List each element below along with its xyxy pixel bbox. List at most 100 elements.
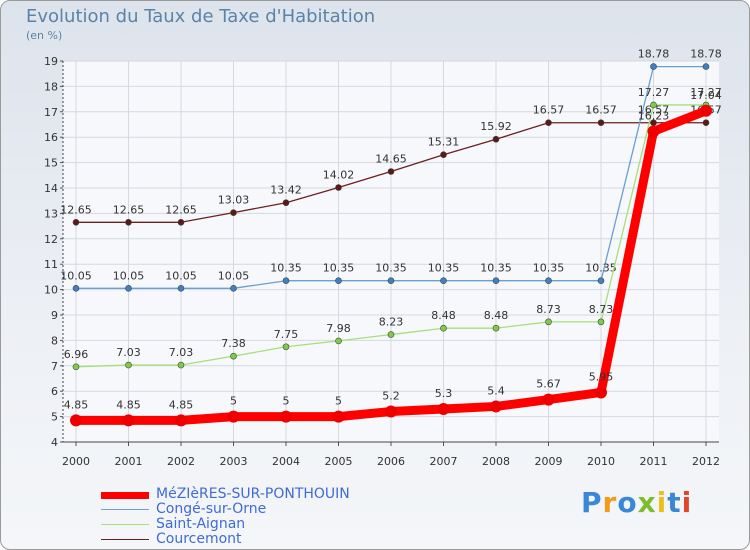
legend-label: MéZIèRES-SUR-PONTHOUIN [156,486,350,502]
data-label: 7.03 [169,346,194,359]
y-tick-label: 17 [44,106,58,119]
data-point [492,277,500,285]
data-point [335,184,342,191]
data-point [282,343,290,351]
data-point [387,277,395,285]
data-label: 18.78 [690,48,722,61]
data-label: 10.35 [533,262,565,275]
y-tick-label: 14 [44,182,58,195]
data-point [440,324,447,332]
data-label: 8.48 [431,309,456,322]
data-label: 5.4 [487,384,505,397]
data-label: 10.35 [375,262,407,275]
legend-swatch [101,524,149,525]
logo-letter: x [637,486,657,519]
data-point [440,277,447,285]
data-point [702,119,710,127]
data-label: 15.31 [428,136,460,149]
data-label: 5.2 [382,390,400,403]
data-point [282,199,290,207]
y-tick-label: 16 [44,131,58,144]
data-label: 4.85 [64,398,89,411]
data-label: 10.05 [60,269,92,282]
legend-swatch [101,539,149,540]
data-point [175,414,187,427]
data-label: 10.35 [480,262,512,275]
data-point [542,393,555,406]
y-tick-label: 4 [51,436,58,449]
data-point [227,410,240,423]
data-point [125,285,132,292]
data-point [440,151,447,159]
y-tick-label: 12 [44,233,58,246]
y-tick-label: 11 [44,258,58,271]
data-label: 5 [230,395,237,408]
data-label: 7.38 [221,337,246,350]
data-label: 4.85 [169,398,194,411]
y-tick-label: 18 [44,80,58,93]
data-point [72,363,80,371]
data-point [177,361,185,369]
data-point [437,402,450,415]
data-point [230,209,237,216]
data-label: 16.57 [585,104,617,117]
data-label: 10.35 [585,262,617,275]
x-tick-label: 2000 [62,455,90,468]
data-point [597,119,605,127]
data-label: 10.05 [218,269,250,282]
data-label: 10.05 [113,269,145,282]
data-label: 14.65 [375,152,407,165]
data-point [385,405,397,418]
legend-swatch [101,492,149,499]
data-point [545,119,552,127]
data-label: 13.03 [218,194,250,207]
data-point [72,218,80,226]
data-label: 8.73 [536,303,561,316]
y-tick-label: 5 [51,411,58,424]
logo-letter: i [656,486,668,519]
y-tick-label: 13 [44,207,58,220]
y-tick-label: 19 [44,55,58,68]
data-point [597,277,605,285]
data-point [122,414,135,427]
legend-label: Courcemont [156,531,242,547]
x-tick-label: 2010 [587,455,615,468]
legend-label: Saint-Aignan [156,516,246,532]
data-point [702,63,710,70]
data-point [177,285,185,292]
data-label: 5.67 [536,378,561,391]
data-point [387,331,395,338]
data-label: 13.42 [270,184,302,197]
data-label: 10.35 [323,262,355,275]
data-label: 12.65 [60,203,92,216]
data-label: 5 [335,395,342,408]
data-point [597,318,605,326]
data-point [700,104,712,117]
proxiti-logo: Proxiti [581,486,692,519]
data-label: 12.65 [113,203,145,216]
data-point [335,277,342,285]
data-label: 10.35 [270,262,302,275]
data-label: 5.3 [435,387,453,400]
y-tick-label: 8 [51,334,58,347]
x-tick-label: 2006 [377,455,405,468]
data-point [332,410,345,423]
x-tick-label: 2008 [482,455,510,468]
data-label: 5.95 [589,370,614,383]
data-label: 8.73 [589,303,614,316]
data-point [545,277,552,285]
data-label: 16.23 [638,109,670,122]
x-tick-label: 2009 [535,455,563,468]
data-label: 10.35 [428,262,460,275]
data-label: 7.98 [326,322,351,335]
x-tick-label: 2007 [430,455,458,468]
data-label: 16.57 [533,104,565,117]
data-point [335,337,342,345]
chart-unit-label: (en %) [26,29,63,42]
data-point [595,386,607,399]
data-label: 14.02 [323,168,355,181]
x-tick-label: 2002 [167,455,195,468]
x-tick-label: 2001 [115,455,143,468]
